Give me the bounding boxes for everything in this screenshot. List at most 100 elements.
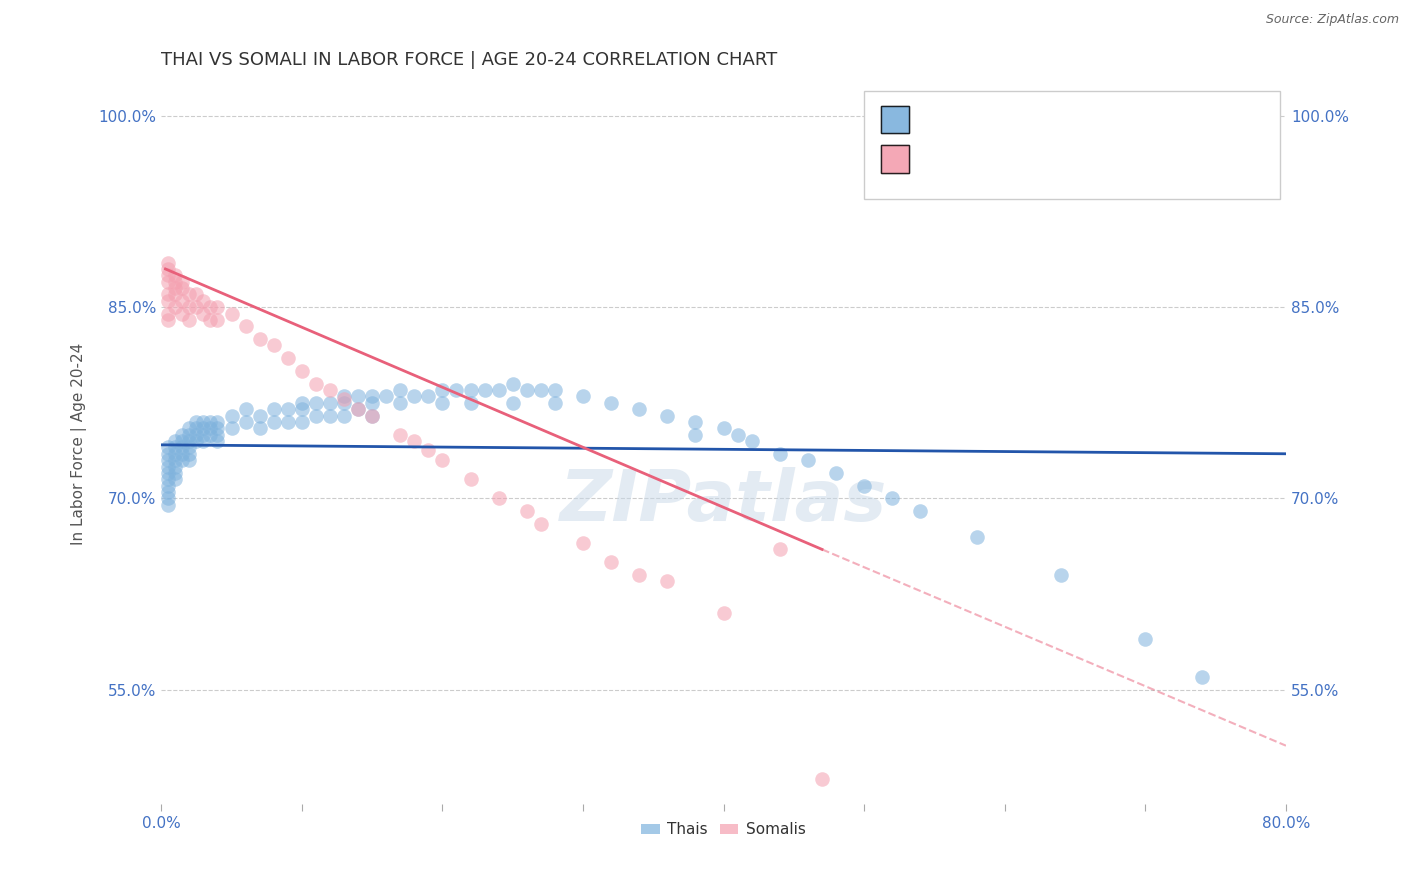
- Point: [165, 287, 187, 301]
- Point: [347, 389, 370, 403]
- Point: [193, 415, 215, 429]
- Point: [460, 472, 482, 486]
- Point: [157, 453, 180, 467]
- Point: [516, 504, 538, 518]
- Point: [882, 491, 904, 506]
- Point: [572, 389, 595, 403]
- Point: [291, 402, 314, 417]
- Point: [488, 491, 510, 506]
- Point: [179, 434, 201, 448]
- Point: [207, 434, 229, 448]
- Point: [389, 427, 412, 442]
- Point: [172, 441, 194, 455]
- Text: ZIPatlas: ZIPatlas: [560, 467, 887, 536]
- Point: [200, 415, 222, 429]
- Point: [207, 300, 229, 314]
- Point: [277, 351, 299, 366]
- Point: [165, 447, 187, 461]
- Point: [769, 447, 792, 461]
- Point: [319, 396, 342, 410]
- Point: [172, 281, 194, 295]
- Point: [432, 383, 454, 397]
- Point: [741, 434, 763, 448]
- Point: [179, 287, 201, 301]
- Point: [333, 392, 356, 406]
- Point: [389, 383, 412, 397]
- Point: [600, 555, 623, 569]
- Point: [446, 383, 468, 397]
- Point: [157, 472, 180, 486]
- Point: [221, 409, 243, 423]
- Point: [186, 427, 208, 442]
- Point: [193, 434, 215, 448]
- Point: [249, 409, 271, 423]
- Point: [179, 421, 201, 435]
- FancyBboxPatch shape: [882, 106, 910, 133]
- Point: [186, 434, 208, 448]
- Point: [333, 409, 356, 423]
- FancyBboxPatch shape: [882, 106, 910, 133]
- Point: [200, 313, 222, 327]
- Point: [179, 441, 201, 455]
- Point: [179, 447, 201, 461]
- Point: [193, 421, 215, 435]
- Point: [825, 466, 848, 480]
- Point: [347, 402, 370, 417]
- Point: [172, 447, 194, 461]
- Point: [657, 409, 679, 423]
- Point: [361, 409, 384, 423]
- Point: [418, 389, 440, 403]
- Text: R =: R =: [915, 145, 946, 161]
- Point: [319, 409, 342, 423]
- Point: [186, 300, 208, 314]
- Point: [172, 434, 194, 448]
- Point: [333, 396, 356, 410]
- Point: [207, 415, 229, 429]
- Point: [333, 389, 356, 403]
- Point: [186, 415, 208, 429]
- Point: [157, 459, 180, 474]
- Point: [221, 421, 243, 435]
- Point: [235, 415, 257, 429]
- Point: [157, 287, 180, 301]
- Point: [165, 300, 187, 314]
- Point: [157, 447, 180, 461]
- Point: [157, 293, 180, 308]
- Point: [657, 574, 679, 589]
- Point: [193, 427, 215, 442]
- Point: [305, 409, 328, 423]
- Point: [157, 262, 180, 277]
- Point: [235, 402, 257, 417]
- Point: [172, 453, 194, 467]
- Point: [713, 606, 735, 620]
- Point: [460, 396, 482, 410]
- Point: [319, 383, 342, 397]
- Point: [165, 472, 187, 486]
- Point: [572, 536, 595, 550]
- Point: [1135, 632, 1157, 646]
- Point: [685, 415, 707, 429]
- Point: [600, 396, 623, 410]
- Point: [200, 300, 222, 314]
- Point: [165, 466, 187, 480]
- Point: [305, 396, 328, 410]
- Text: N = 54: N = 54: [1011, 145, 1062, 161]
- Point: [165, 281, 187, 295]
- Point: [769, 542, 792, 557]
- Point: [179, 453, 201, 467]
- Point: [165, 434, 187, 448]
- Point: [172, 307, 194, 321]
- Text: THAI VS SOMALI IN LABOR FORCE | AGE 20-24 CORRELATION CHART: THAI VS SOMALI IN LABOR FORCE | AGE 20-2…: [162, 51, 778, 69]
- Point: [502, 396, 524, 410]
- Point: [910, 504, 932, 518]
- Point: [157, 275, 180, 289]
- Point: [165, 275, 187, 289]
- Point: [797, 453, 820, 467]
- Point: [249, 332, 271, 346]
- Point: [207, 421, 229, 435]
- Point: [249, 421, 271, 435]
- Point: [361, 409, 384, 423]
- Point: [502, 376, 524, 391]
- Point: [221, 307, 243, 321]
- Point: [157, 485, 180, 500]
